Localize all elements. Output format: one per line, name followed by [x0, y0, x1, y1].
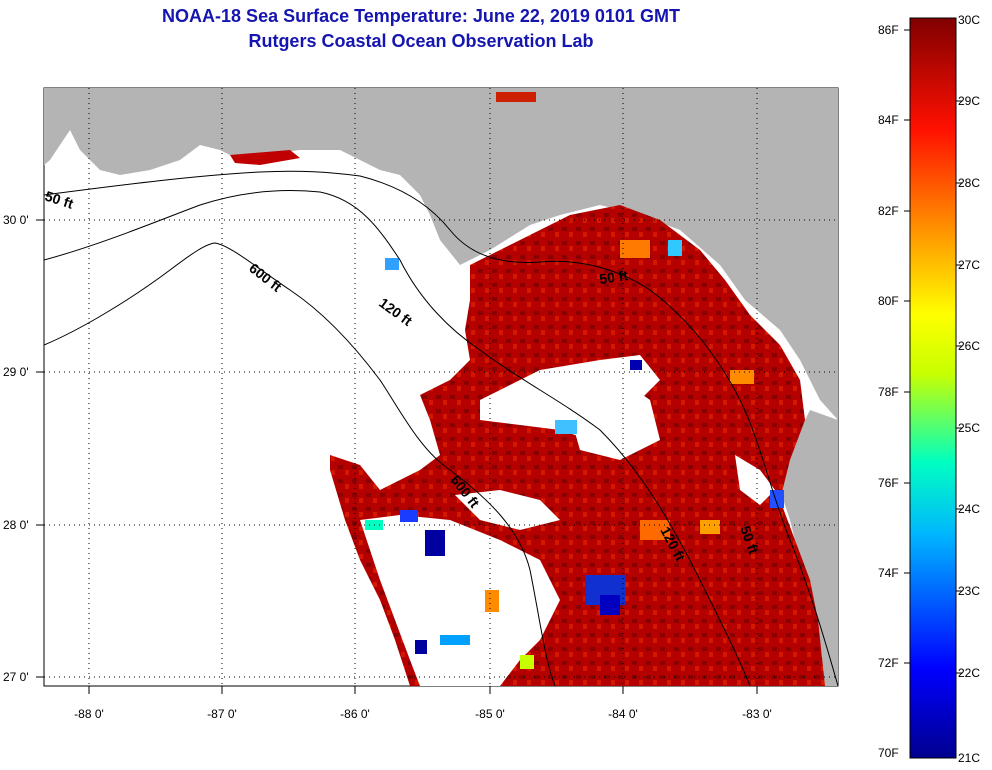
x-tick-label: -85 0': [475, 707, 505, 721]
x-tick-label: -88 0': [74, 707, 104, 721]
colorbar-c-label: 24C: [958, 502, 980, 516]
y-tick-label: 27 0': [3, 670, 29, 684]
colorbar-f-label: 84F: [878, 113, 899, 127]
colorbar-f-label: 76F: [878, 476, 899, 490]
colorbar-f-label: 80F: [878, 294, 899, 308]
colorbar-c-label: 28C: [958, 176, 980, 190]
colorbar-f-label: 74F: [878, 566, 899, 580]
x-tick-label: -86 0': [340, 707, 370, 721]
colorbar-f-label: 70F: [878, 746, 899, 760]
colorbar-f-label: 72F: [878, 656, 899, 670]
colorbar-c-label: 25C: [958, 421, 980, 435]
tick-marks: [36, 219, 758, 694]
land-panhandle: [44, 88, 838, 420]
y-tick-label: 28 0': [3, 518, 29, 532]
y-tick-label: 30 0': [3, 213, 29, 227]
inland-sst-patch: [496, 92, 536, 102]
x-tick-label: -83 0': [742, 707, 772, 721]
colorbar-c-label: 26C: [958, 339, 980, 353]
colorbar-f-label: 82F: [878, 204, 899, 218]
contour-50ft: [44, 170, 838, 686]
x-tick-label: -84 0': [608, 707, 638, 721]
colorbar-f-label: 86F: [878, 23, 899, 37]
colorbar: [909, 17, 957, 759]
contour-120ft: [44, 190, 751, 686]
contour-label-50ft-east: 50 ft: [598, 267, 629, 287]
colorbar-c-label: 23C: [958, 584, 980, 598]
colorbar-c-label: 22C: [958, 666, 980, 680]
cloud-gap-2: [560, 372, 660, 460]
colorbar-c-label: 30C: [958, 13, 980, 27]
cloud-gap-5: [735, 455, 775, 505]
map-title: NOAA-18 Sea Surface Temperature: June 22…: [162, 6, 680, 26]
colorbar-c-label: 27C: [958, 258, 980, 272]
colorbar-f-label: 78F: [878, 385, 899, 399]
map-subtitle: Rutgers Coastal Ocean Observation Lab: [248, 31, 594, 51]
colorbar-ticks: [904, 29, 962, 674]
coastal-sst-band: [230, 150, 300, 165]
land-peninsula: [770, 410, 838, 686]
x-tick-label: -87 0': [207, 707, 237, 721]
cloud-gap-3: [360, 515, 560, 686]
contour-600ft: [44, 242, 556, 686]
colorbar-c-label: 21C: [958, 751, 980, 765]
cloud-gap-4: [455, 490, 560, 530]
colorbar-c-label: 29C: [958, 94, 980, 108]
depth-contours: [44, 170, 838, 686]
y-tick-label: 29 0': [3, 365, 29, 379]
